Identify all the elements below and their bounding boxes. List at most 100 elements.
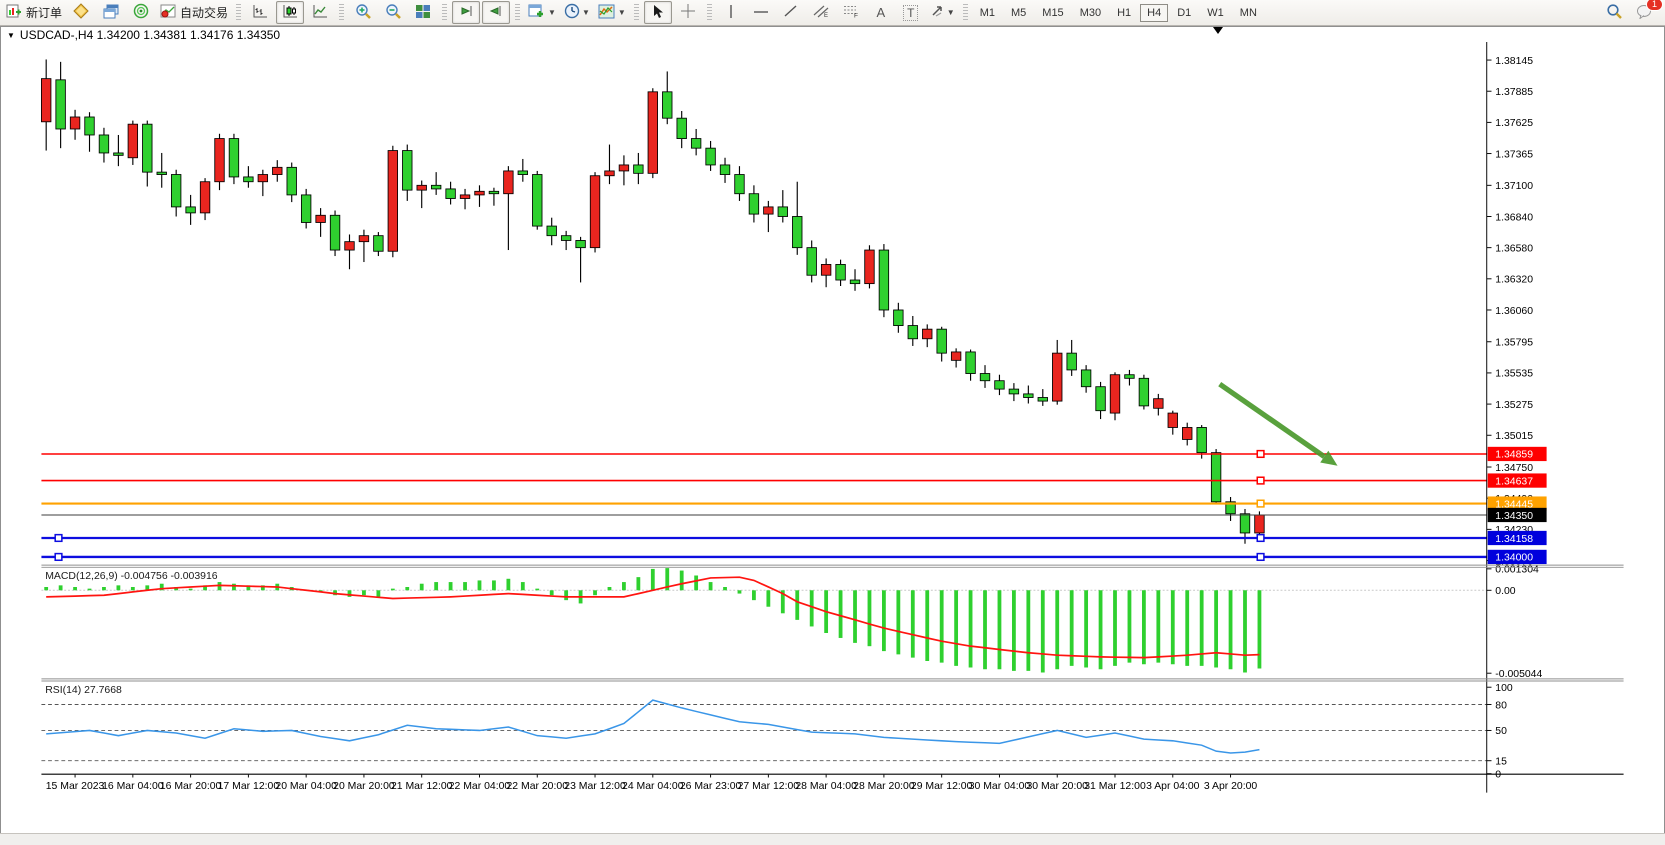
periods-button[interactable]: ▼ <box>561 1 593 24</box>
trend-arrow[interactable] <box>1218 381 1338 466</box>
candle-body <box>1023 393 1034 398</box>
price-tick-label: 1.35795 <box>1495 338 1533 349</box>
new-order-button[interactable]: 新订单 <box>3 1 65 24</box>
new-order-icon <box>6 4 22 21</box>
hline-handle[interactable] <box>1256 533 1265 543</box>
candle-body <box>329 214 341 251</box>
zoom-out-icon <box>385 3 402 22</box>
indicators-icon <box>598 4 616 22</box>
timeframe-mn-button[interactable]: MN <box>1239 6 1257 19</box>
toolbar-grip[interactable] <box>633 3 639 22</box>
price-tick-label: 1.37365 <box>1495 149 1533 160</box>
trendline-tool-button[interactable] <box>777 1 805 24</box>
toolbar-grip[interactable] <box>706 3 712 22</box>
zoom-out-button[interactable] <box>379 1 407 24</box>
arrows-tool-button[interactable]: ▼ <box>927 1 958 24</box>
price-badge <box>1487 530 1547 546</box>
signals-button[interactable] <box>127 1 155 24</box>
price-badge <box>1487 549 1547 565</box>
chevron-down-icon: ▼ <box>946 8 955 17</box>
timeframe-d1-button[interactable]: D1 <box>1177 6 1192 19</box>
mql-community-button[interactable] <box>67 1 95 24</box>
hline-handle[interactable] <box>1256 499 1265 508</box>
timeframe-h1-button[interactable]: H1 <box>1117 6 1132 19</box>
chevron-down-icon: ▼ <box>548 8 556 17</box>
timeframe-m30-button[interactable]: M30 <box>1079 6 1102 19</box>
crosshair-tool-button[interactable] <box>674 1 702 24</box>
candle-body <box>979 373 991 382</box>
text-tool-button[interactable]: A <box>867 1 895 24</box>
notifications-button[interactable]: 1 <box>1630 0 1663 24</box>
channel-tool-button[interactable]: E <box>807 1 835 24</box>
candle-body <box>69 116 81 130</box>
cursor-tool-button[interactable] <box>643 1 672 24</box>
collapse-triangle-icon[interactable]: ▼ <box>7 30 15 40</box>
chart-shift-button[interactable] <box>482 1 511 24</box>
horizontal-line-tool-button[interactable] <box>747 1 775 24</box>
rsi-axis-label: 15 <box>1495 757 1507 768</box>
candle-body <box>416 184 427 191</box>
auto-scroll-button[interactable] <box>452 1 481 24</box>
time-tick-label: 31 Mar 12:00 <box>1084 781 1146 792</box>
cursor-arrow-icon <box>651 4 665 22</box>
macd-axis-label: 0.00 <box>1495 586 1516 597</box>
candle-body <box>864 249 875 285</box>
tile-windows-icon <box>415 4 431 22</box>
autotrading-button[interactable]: 自动交易 <box>157 1 231 24</box>
candle-body <box>1196 427 1207 454</box>
rsi-axis-label: 50 <box>1495 726 1507 737</box>
hline-handle[interactable] <box>54 552 63 562</box>
toolbar-grip[interactable] <box>236 3 242 22</box>
candle-body <box>618 164 630 172</box>
hline-handle[interactable] <box>1256 449 1265 459</box>
price-badge-label: 1.34350 <box>1495 511 1533 522</box>
candle-body <box>1254 514 1265 534</box>
time-tick-label: 28 Mar 04:00 <box>795 781 857 792</box>
rsi-panel: RSI(14) 27.7668 <box>41 685 1487 762</box>
toolbar-grip[interactable] <box>515 3 521 22</box>
rsi-axis-label: 80 <box>1495 700 1507 711</box>
search-button[interactable] <box>1600 1 1628 24</box>
candle-body <box>965 351 976 374</box>
chevron-down-icon: ▼ <box>617 8 626 17</box>
hline-handle[interactable] <box>1256 552 1265 562</box>
tile-windows-button[interactable] <box>409 1 437 24</box>
text-label-tool-button[interactable]: T <box>897 1 925 24</box>
hline-handle[interactable] <box>54 533 63 543</box>
zoom-in-button[interactable] <box>349 1 377 24</box>
gold-diamond-icon <box>73 3 89 22</box>
line-chart-mode-button[interactable] <box>306 1 334 24</box>
time-tick-label: 26 Mar 23:00 <box>680 781 742 792</box>
timeframe-w1-button[interactable]: W1 <box>1207 6 1224 19</box>
indicators-button[interactable]: ▼ <box>595 1 629 24</box>
fibonacci-tool-button[interactable]: F <box>837 1 865 24</box>
price-badge-label: 1.34859 <box>1495 450 1533 461</box>
timeframe-h4-button[interactable]: H4 <box>1140 3 1169 22</box>
hline-handle[interactable] <box>1256 476 1265 485</box>
toolbar-grip[interactable] <box>339 3 345 22</box>
candlestick-mode-button[interactable] <box>276 1 305 24</box>
new-chart-button[interactable]: ▼ <box>525 1 559 24</box>
candle-body <box>344 241 355 251</box>
candle-body <box>835 264 846 281</box>
time-tick-label: 16 Mar 04:00 <box>102 781 164 792</box>
timeframe-m1-button[interactable]: M1 <box>979 6 995 19</box>
candle-body <box>474 190 485 196</box>
candle-body <box>113 152 124 156</box>
equidistant-channel-icon: E <box>813 4 829 21</box>
price-tick-label: 1.34230 <box>1495 525 1533 536</box>
timeframe-m5-button[interactable]: M5 <box>1011 6 1027 19</box>
market-watch-button[interactable] <box>97 1 125 24</box>
toolbar-grip[interactable] <box>962 3 968 22</box>
candle-body <box>243 176 254 183</box>
candle-body <box>662 91 673 119</box>
rsi-line <box>46 699 1260 754</box>
vertical-line-tool-button[interactable] <box>717 1 745 24</box>
rsi-axis-label: 0 <box>1495 769 1501 780</box>
candle-body <box>1037 397 1048 402</box>
toolbar-grip[interactable] <box>442 3 448 22</box>
macd-indicator-label: MACD(12,26,9) -0.004756 -0.003916 <box>45 571 218 582</box>
bar-chart-mode-button[interactable] <box>246 1 274 24</box>
timeframe-m15-button[interactable]: M15 <box>1042 6 1064 19</box>
